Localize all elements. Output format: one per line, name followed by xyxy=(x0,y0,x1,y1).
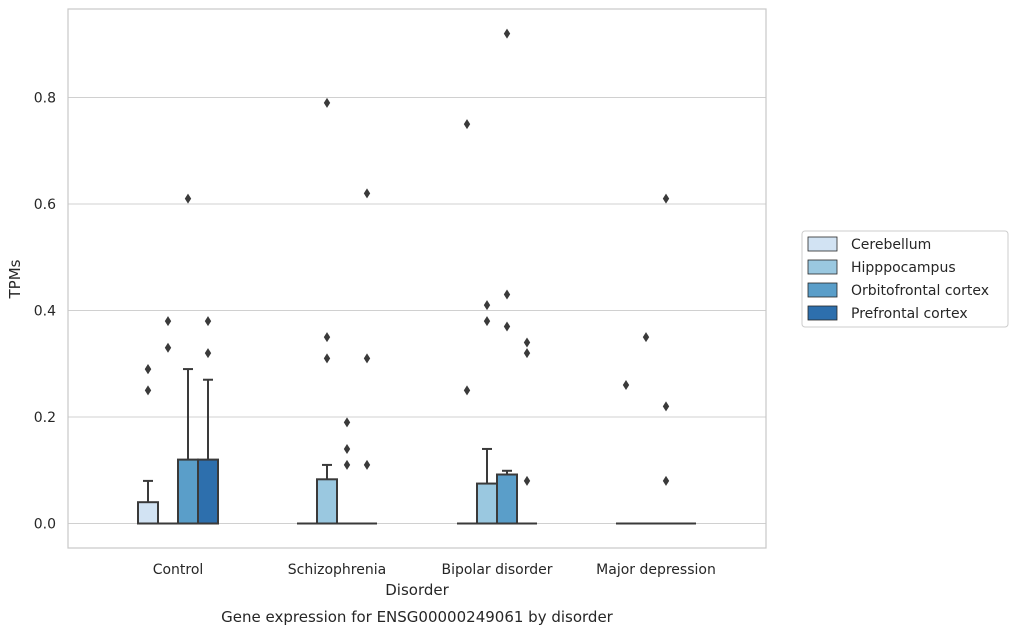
box-group xyxy=(457,119,477,525)
box-group xyxy=(496,28,518,525)
box-group xyxy=(636,332,656,525)
legend-label: Cerebellum xyxy=(851,237,931,253)
outlier-point xyxy=(343,417,351,428)
legend-swatch xyxy=(807,305,838,321)
box-group xyxy=(616,380,636,525)
outlier-point xyxy=(662,193,670,204)
outlier-point xyxy=(662,475,670,486)
outlier-point xyxy=(642,332,650,343)
outlier-point xyxy=(144,364,152,375)
box-group xyxy=(357,188,377,525)
box xyxy=(177,458,199,525)
plot-frame xyxy=(67,8,767,549)
outlier-point xyxy=(343,443,351,454)
outlier-point xyxy=(503,321,511,332)
x-tick-label: Schizophrenia xyxy=(288,562,386,578)
outlier-point xyxy=(204,348,212,359)
box-group xyxy=(316,97,338,525)
box xyxy=(476,482,498,525)
legend: Cerebellum Hipppocampus Orbitofrontal cort… xyxy=(801,230,1009,328)
y-tick-label: 0.6 xyxy=(34,197,56,213)
outlier-point xyxy=(622,380,630,391)
gridlines xyxy=(68,97,766,524)
x-tick-label: Major depression xyxy=(596,562,716,578)
legend-swatch xyxy=(807,282,838,298)
outlier-point xyxy=(463,385,471,396)
outlier-point xyxy=(144,385,152,396)
box-group xyxy=(337,417,357,525)
legend-frame xyxy=(801,230,1009,328)
box xyxy=(316,478,338,525)
box xyxy=(496,473,518,525)
outlier-point xyxy=(363,459,371,470)
box-group xyxy=(137,364,159,525)
outlier-point xyxy=(483,316,491,327)
y-axis-label: TPMs xyxy=(6,259,24,299)
legend-label: Hipppocampus xyxy=(851,260,956,276)
box-group xyxy=(517,337,537,525)
outlier-point xyxy=(503,28,511,39)
outlier-point xyxy=(323,332,331,343)
x-tick-label: Bipolar disorder xyxy=(441,562,552,578)
outlier-point xyxy=(164,316,172,327)
outlier-point xyxy=(363,188,371,199)
outlier-point xyxy=(463,119,471,130)
box-group xyxy=(177,193,199,525)
box-group xyxy=(656,193,676,525)
outlier-point xyxy=(523,337,531,348)
legend-swatch xyxy=(807,259,838,275)
outlier-point xyxy=(184,193,192,204)
legend-label: Orbitofrontal cortex xyxy=(851,283,989,299)
outlier-point xyxy=(363,353,371,364)
outlier-point xyxy=(343,459,351,470)
legend-swatch xyxy=(807,236,838,252)
outlier-point xyxy=(204,316,212,327)
box-group xyxy=(158,316,178,525)
outlier-point xyxy=(523,475,531,486)
outlier-point xyxy=(323,353,331,364)
y-tick-label: 0.0 xyxy=(34,517,56,533)
y-axis-ticks: 0.0 0.2 0.4 0.6 0.8 xyxy=(34,91,56,533)
outlier-point xyxy=(164,342,172,353)
y-tick-label: 0.8 xyxy=(34,91,56,107)
chart-caption: Gene expression for ENSG00000249061 by d… xyxy=(221,608,614,626)
box xyxy=(197,458,219,525)
legend-label: Prefrontal cortex xyxy=(851,306,968,322)
outlier-point xyxy=(503,289,511,300)
y-tick-label: 0.2 xyxy=(34,410,56,426)
box xyxy=(137,501,159,525)
x-axis-ticks: Control Schizophrenia Bipolar disorder Majo… xyxy=(153,562,716,578)
outlier-point xyxy=(662,401,670,412)
outlier-point xyxy=(523,348,531,359)
box-group xyxy=(476,300,498,525)
x-tick-label: Control xyxy=(153,562,204,578)
box-group xyxy=(197,316,219,525)
outlier-point xyxy=(483,300,491,311)
x-axis-label: Disorder xyxy=(385,581,449,599)
boxes xyxy=(137,28,696,525)
y-tick-label: 0.4 xyxy=(34,304,56,320)
outlier-point xyxy=(323,97,331,108)
